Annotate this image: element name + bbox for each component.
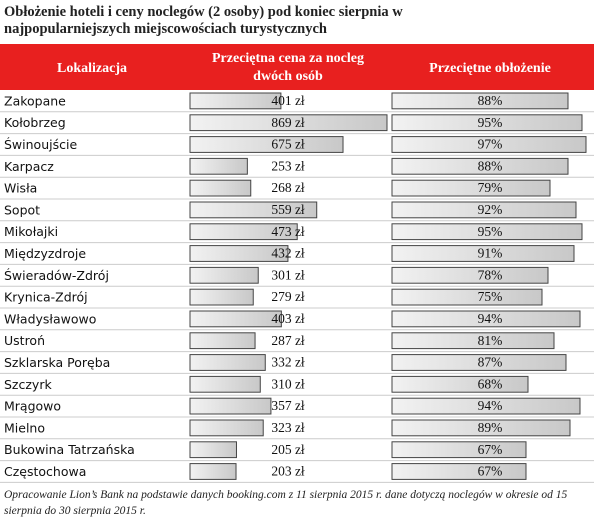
bar bbox=[391, 332, 555, 350]
value-label: 310 zł bbox=[271, 376, 305, 391]
bar bbox=[189, 419, 264, 437]
bar bbox=[391, 441, 527, 459]
row-label: Szklarska Poręba bbox=[4, 355, 110, 370]
row-label: Sopot bbox=[4, 202, 40, 217]
bar bbox=[391, 201, 577, 219]
source-note: Opracowanie Lion’s Bank na podstawie dan… bbox=[4, 489, 567, 517]
value-label: 432 zł bbox=[271, 246, 305, 261]
row-label: Zakopane bbox=[4, 93, 66, 108]
chart-title: Obłożenie hoteli i ceny noclegów (2 osob… bbox=[4, 4, 403, 37]
value-label: 78% bbox=[478, 267, 503, 282]
bar bbox=[391, 463, 527, 480]
row-label: Wisła bbox=[4, 181, 37, 196]
value-label: 88% bbox=[478, 93, 503, 108]
value-label: 401 zł bbox=[271, 93, 305, 108]
bar bbox=[391, 179, 551, 197]
value-label: 75% bbox=[478, 289, 503, 304]
value-label: 88% bbox=[478, 158, 503, 173]
value-label: 68% bbox=[478, 376, 503, 391]
value-label: 94% bbox=[478, 398, 503, 413]
value-label: 403 zł bbox=[271, 311, 305, 326]
bar bbox=[189, 157, 248, 175]
bar bbox=[189, 223, 298, 241]
bar bbox=[391, 223, 583, 241]
row-label: Mielno bbox=[4, 420, 45, 435]
value-label: 253 zł bbox=[271, 158, 305, 173]
value-label: 87% bbox=[478, 355, 503, 370]
bar bbox=[391, 354, 567, 371]
value-label: 89% bbox=[478, 420, 503, 435]
value-label: 357 zł bbox=[271, 398, 305, 413]
row-label: Świeradów-Zdrój bbox=[4, 268, 109, 283]
value-label: 92% bbox=[478, 202, 503, 217]
row-label: Krynica-Zdrój bbox=[4, 290, 88, 305]
value-label: 473 zł bbox=[271, 224, 305, 239]
row-label: Częstochowa bbox=[4, 464, 86, 479]
bar bbox=[189, 397, 272, 415]
bar bbox=[189, 92, 282, 110]
row-label: Międzyzdroje bbox=[4, 246, 86, 261]
value-label: 205 zł bbox=[271, 442, 305, 457]
row-label: Kołobrzeg bbox=[4, 115, 66, 130]
bar bbox=[189, 266, 259, 284]
bar bbox=[189, 201, 318, 219]
bar bbox=[391, 419, 571, 437]
row-label: Świnoujście bbox=[4, 137, 77, 152]
value-label: 323 zł bbox=[271, 420, 305, 435]
value-label: 675 zł bbox=[271, 137, 305, 152]
bar bbox=[391, 310, 581, 328]
value-label: 67% bbox=[478, 442, 503, 457]
value-label: 869 zł bbox=[271, 115, 305, 130]
bar bbox=[189, 288, 254, 306]
row-label: Władysławowo bbox=[4, 311, 96, 326]
row-label: Mikołajki bbox=[4, 224, 58, 239]
value-label: 279 zł bbox=[271, 289, 305, 304]
bar bbox=[189, 375, 261, 393]
bar bbox=[189, 354, 266, 371]
bar bbox=[391, 266, 549, 284]
row-label: Szczyrk bbox=[4, 377, 52, 392]
row-label: Ustroń bbox=[4, 333, 45, 348]
value-label: 332 zł bbox=[271, 355, 305, 370]
value-label: 81% bbox=[478, 333, 503, 348]
bar bbox=[391, 375, 529, 393]
bar bbox=[189, 179, 252, 197]
bar bbox=[189, 441, 237, 459]
value-label: 559 zł bbox=[271, 202, 305, 217]
bar bbox=[189, 114, 388, 132]
bar bbox=[391, 397, 581, 415]
bar bbox=[391, 136, 587, 153]
value-label: 79% bbox=[478, 180, 503, 195]
header-band bbox=[0, 44, 594, 90]
value-label: 301 zł bbox=[271, 267, 305, 282]
value-label: 94% bbox=[478, 311, 503, 326]
row-label: Mrągowo bbox=[4, 399, 61, 414]
column-header: Lokalizacja bbox=[57, 61, 127, 76]
bar bbox=[391, 288, 543, 306]
row-label: Bukowina Tatrzańska bbox=[4, 442, 135, 457]
value-label: 287 zł bbox=[271, 333, 305, 348]
bar bbox=[189, 332, 256, 350]
bar bbox=[189, 310, 282, 328]
value-label: 268 zł bbox=[271, 180, 305, 195]
value-label: 95% bbox=[478, 224, 503, 239]
value-label: 91% bbox=[478, 246, 503, 261]
bar bbox=[189, 463, 237, 480]
value-label: 203 zł bbox=[271, 464, 305, 479]
bar bbox=[391, 157, 569, 175]
row-label: Karpacz bbox=[4, 159, 54, 174]
bar bbox=[391, 114, 583, 132]
bar bbox=[391, 92, 569, 110]
bar bbox=[189, 245, 289, 262]
bar bbox=[189, 136, 344, 153]
column-header: Przeciętna cena za nocleg dwóch osób bbox=[212, 51, 364, 84]
value-label: 95% bbox=[478, 115, 503, 130]
bar bbox=[391, 245, 575, 262]
value-label: 67% bbox=[478, 464, 503, 479]
value-label: 97% bbox=[478, 137, 503, 152]
column-header: Przeciętne obłożenie bbox=[429, 61, 551, 76]
